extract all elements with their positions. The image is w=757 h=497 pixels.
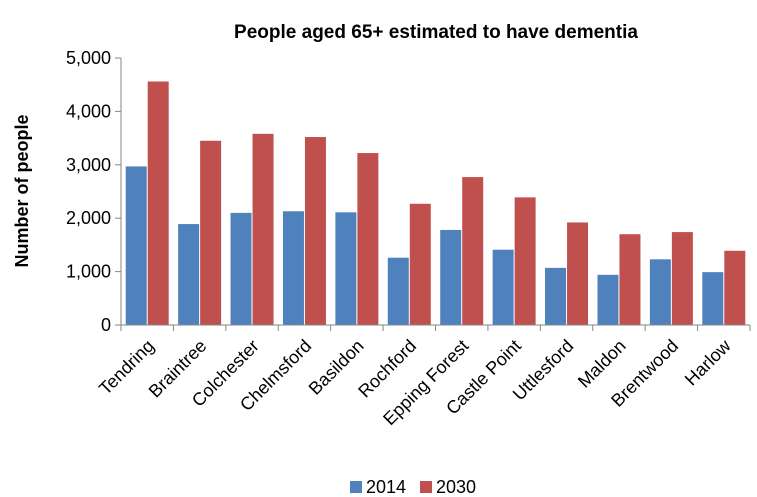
bar-2014-colchester xyxy=(230,212,252,325)
bar-2014-brentwood xyxy=(649,259,671,325)
bar-2014-tendring xyxy=(125,166,147,325)
bar-2030-castle-point xyxy=(514,197,536,325)
bar-2014-harlow xyxy=(702,272,724,325)
axes-group xyxy=(115,57,751,331)
y-tick-label: 0 xyxy=(101,315,111,335)
y-tick-label: 5,000 xyxy=(66,48,111,68)
y-tick-labels: 0 1,000 2,000 3,000 4,000 5,000 xyxy=(66,48,111,335)
bar-2030-tendring xyxy=(147,81,169,325)
y-tick-label: 3,000 xyxy=(66,155,111,175)
legend-label-2014: 2014 xyxy=(366,477,406,497)
y-tick-label: 2,000 xyxy=(66,208,111,228)
chart-title: People aged 65+ estimated to have dement… xyxy=(234,22,638,43)
bar-2030-colchester xyxy=(252,133,274,325)
bar-2030-epping-forest xyxy=(462,177,484,325)
bar-2030-maldon xyxy=(619,234,641,325)
bar-2030-uttlesford xyxy=(567,222,589,325)
x-tick-label: Harlow xyxy=(681,335,735,389)
y-tick-label: 1,000 xyxy=(66,262,111,282)
bar-2030-braintree xyxy=(200,140,222,325)
bar-2030-rochford xyxy=(409,203,431,325)
y-tick-label: 4,000 xyxy=(66,101,111,121)
y-axis-label: Number of people xyxy=(12,114,32,267)
bar-2014-basildon xyxy=(335,212,357,325)
bars-group xyxy=(125,81,746,325)
bar-2014-castle-point xyxy=(492,249,514,325)
bar-2014-chelmsford xyxy=(282,211,304,325)
legend-swatch-2030 xyxy=(420,481,432,493)
legend: 2014 2030 xyxy=(350,477,476,497)
bar-2014-braintree xyxy=(178,224,200,325)
bar-2030-brentwood xyxy=(671,232,693,325)
legend-swatch-2014 xyxy=(350,481,362,493)
bar-2014-rochford xyxy=(387,257,409,325)
bar-2014-maldon xyxy=(597,274,619,325)
bar-2030-harlow xyxy=(724,250,746,325)
legend-label-2030: 2030 xyxy=(436,477,476,497)
bar-2030-chelmsford xyxy=(304,137,326,325)
bar-2030-basildon xyxy=(357,153,379,325)
bar-2014-epping-forest xyxy=(440,229,462,325)
x-tick-labels: TendringBraintreeColchesterChelmsfordBas… xyxy=(95,335,735,429)
bar-2014-uttlesford xyxy=(545,267,567,325)
